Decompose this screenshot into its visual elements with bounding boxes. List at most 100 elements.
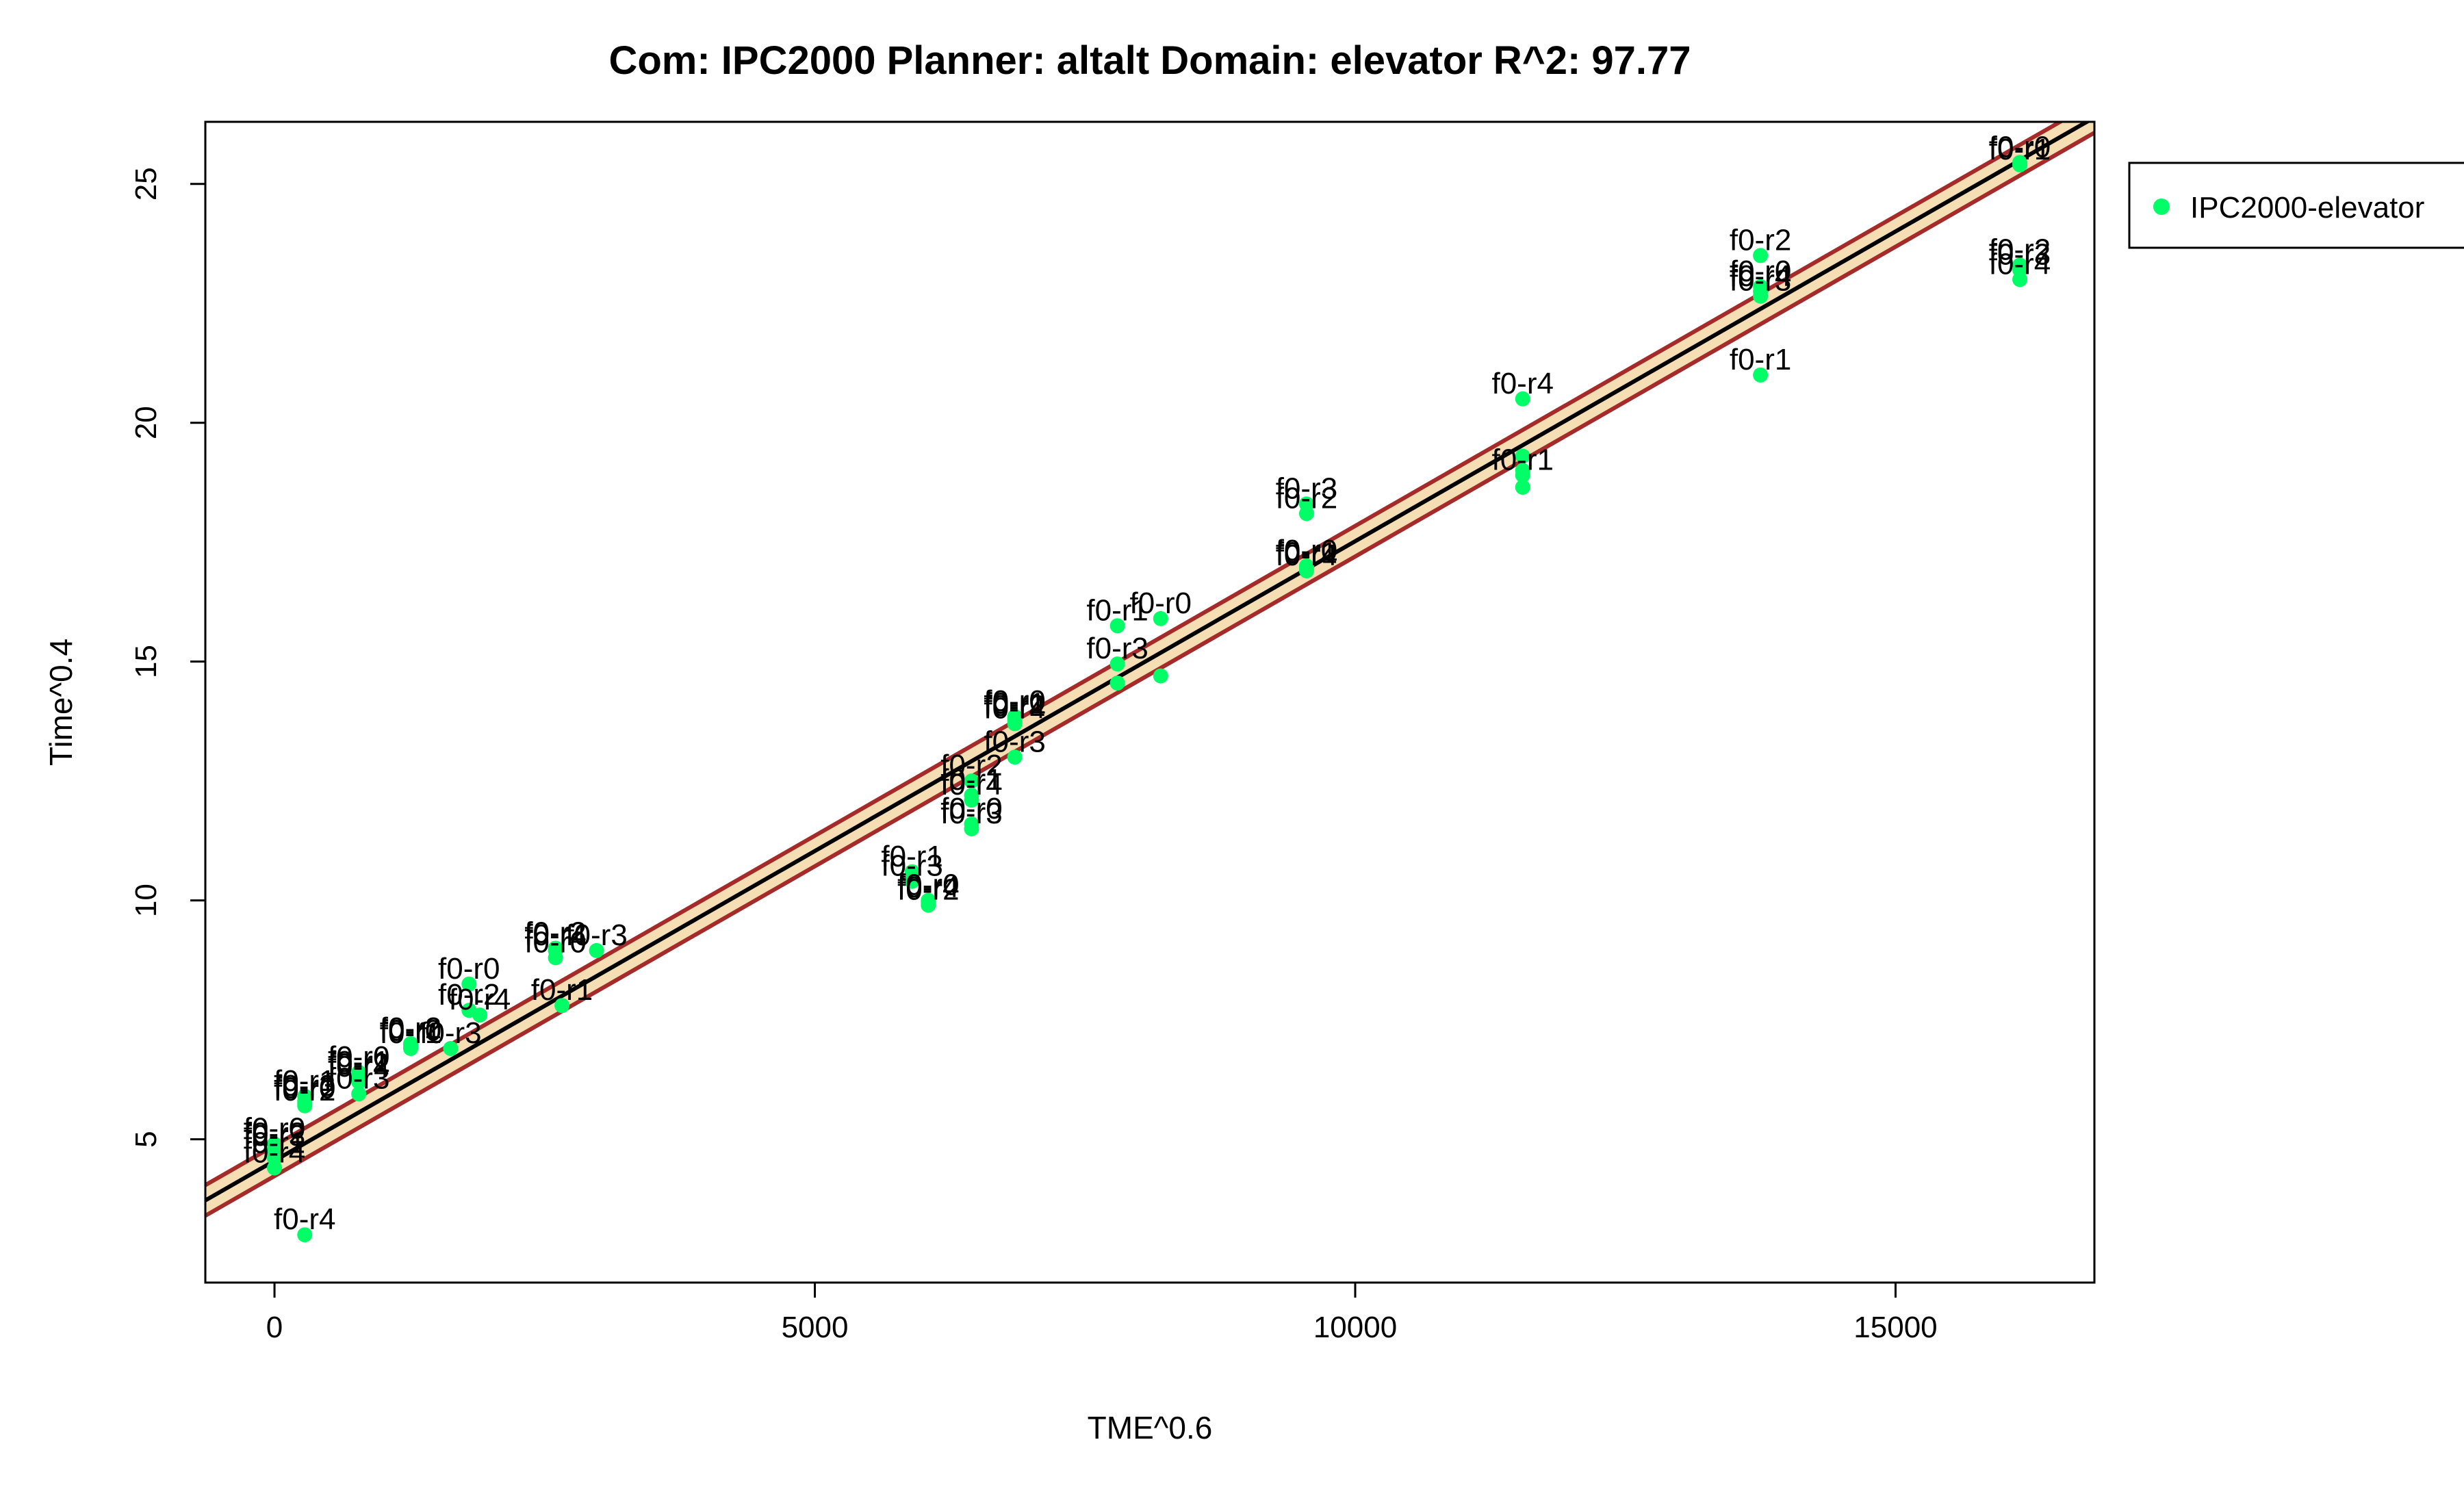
y-axis-label: Time^0.4	[43, 639, 79, 766]
point-label: f0-r4	[1989, 247, 2051, 281]
point-label: f0-r3	[328, 1062, 389, 1095]
point-label: f0-r3	[984, 725, 1045, 758]
point-label: f0-r3	[1989, 237, 2051, 271]
point-label: f0-r0	[274, 1071, 335, 1105]
data-point	[1753, 288, 1769, 304]
data-point	[1109, 618, 1125, 634]
point-label: f0-r4	[940, 768, 1002, 801]
data-point	[443, 1041, 459, 1057]
data-point	[297, 1098, 313, 1114]
x-tick-label: 10000	[1313, 1311, 1397, 1344]
data-point	[2012, 157, 2028, 172]
point-label: f0-r1	[328, 1045, 389, 1079]
y-tick-label: 10	[129, 884, 163, 917]
upper-band-line	[205, 122, 2064, 1187]
point-label: f0-r0	[940, 792, 1002, 825]
x-axis: 0 5000 10000 15000	[266, 1281, 1938, 1344]
point-label: f0-r1	[274, 1064, 335, 1098]
point-label: f0-r4	[244, 1135, 305, 1169]
data-point	[1515, 391, 1530, 407]
data-point	[1515, 467, 1530, 483]
point-label: f0-r0	[524, 925, 586, 959]
legend-marker	[2153, 198, 2170, 215]
point-label: f0-r0	[1276, 534, 1337, 567]
point-label: f0-r3	[881, 849, 942, 883]
point-label: f0-r0	[1989, 130, 2051, 164]
point-label: f0-r3	[1086, 632, 1148, 665]
data-point	[921, 897, 936, 913]
point-label: f0-r3	[1730, 264, 1791, 298]
point-label: f0-r2	[1989, 233, 2051, 266]
point-label: f0-r3	[940, 797, 1002, 830]
data-point	[267, 1160, 283, 1176]
point-label: f0-r1	[881, 840, 942, 873]
point-label: f0-r0	[438, 952, 500, 986]
point-label: f0-r3	[274, 1069, 335, 1103]
point-label: f0-r3	[565, 918, 627, 952]
point-label: f0-r0	[1730, 255, 1791, 288]
data-point	[1753, 248, 1769, 263]
point-label: f0-r0	[1130, 587, 1192, 620]
point-label: f0-r0	[244, 1112, 305, 1146]
x-tick-label: 0	[266, 1311, 283, 1344]
point-label: f0-r2	[984, 689, 1045, 723]
point-label: f0-r2	[328, 1047, 389, 1081]
point-label: f0-r2	[438, 978, 500, 1012]
point-label: f0-r4	[1491, 367, 1553, 400]
point-label: f0-r2	[1730, 223, 1791, 257]
point-label: f0-r3	[244, 1119, 305, 1153]
point-label: f0-r4	[984, 691, 1045, 725]
legend: IPC2000-elevator	[2128, 162, 2464, 249]
x-axis-label: TME^0.6	[1088, 1410, 1213, 1445]
data-point	[1515, 479, 1530, 495]
point-label: f0-r1	[1491, 443, 1553, 476]
y-axis: 5 10 15 20 25	[129, 167, 207, 1148]
data-point	[964, 793, 979, 808]
data-point	[2012, 272, 2028, 287]
data-point	[1753, 367, 1769, 383]
point-label: f0-r1	[984, 686, 1045, 720]
data-point	[1007, 716, 1023, 732]
data-point	[351, 1086, 367, 1102]
confidence-band	[205, 122, 2094, 1216]
point-label: f0-r3	[1276, 472, 1337, 505]
point-label: f0-r1	[1989, 133, 2051, 166]
plot-area: f0-r0f0-r2f0-r3f0-r1f0-r4f0-r4f0-r1f0-r3…	[205, 122, 2094, 1243]
point-label: f0-r4	[274, 1202, 335, 1236]
chart-title: Com: IPC2000 Planner: altalt Domain: ele…	[608, 38, 1691, 83]
point-label: f0-r4	[1730, 259, 1791, 293]
data-point	[403, 1041, 418, 1057]
data-point	[1109, 656, 1125, 672]
y-tick-label: 5	[129, 1131, 163, 1147]
data-point	[1153, 610, 1168, 626]
point-label: f0-r1	[1730, 343, 1791, 376]
data-point	[351, 1074, 367, 1090]
point-label: f0-r1	[1276, 537, 1337, 570]
data-point	[964, 773, 979, 789]
data-point	[554, 998, 570, 1014]
point-label: f0-r1	[940, 763, 1002, 797]
point-label: f0-r2	[244, 1117, 305, 1150]
x-tick-label: 5000	[782, 1311, 849, 1344]
data-point	[548, 950, 563, 966]
point-label: f0-r4	[897, 871, 959, 904]
point-label: f0-r2	[940, 749, 1002, 782]
point-label: f0-r2	[524, 916, 586, 949]
data-point	[589, 942, 604, 958]
data-point	[1298, 506, 1314, 522]
data-point	[904, 873, 920, 889]
point-label: f0-r2	[897, 873, 959, 907]
point-label: f0-r1	[244, 1127, 305, 1160]
x-tick-label: 15000	[1853, 1311, 1937, 1344]
point-label: f0-r4	[449, 983, 511, 1016]
point-label: f0-r0	[380, 1014, 441, 1048]
y-tick-label: 15	[129, 645, 163, 678]
point-label: f0-r2	[380, 1012, 441, 1045]
point-label: f0-r4	[1276, 539, 1337, 572]
y-tick-label: 20	[129, 406, 163, 439]
legend-box	[2128, 162, 2464, 249]
y-tick-label: 25	[129, 167, 163, 201]
data-point	[1109, 676, 1125, 691]
